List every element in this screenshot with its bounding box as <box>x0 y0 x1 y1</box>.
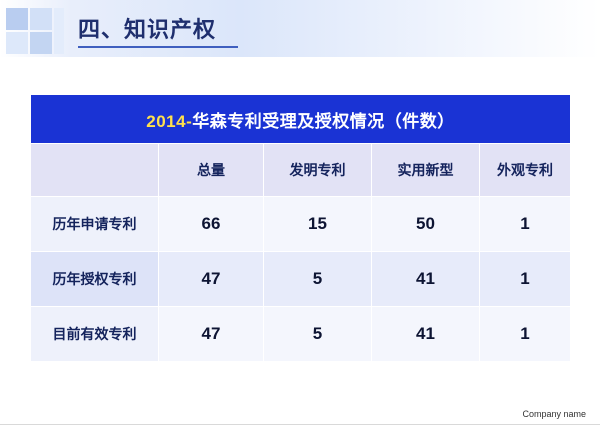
column-header-total: 总量 <box>158 143 264 197</box>
patent-table-container: 2014-华森专利受理及授权情况（件数） 总量 发明专利 实用新型 外观专利 历… <box>30 94 571 362</box>
column-header-invention: 发明专利 <box>263 143 372 197</box>
decoration-square-3 <box>6 32 28 54</box>
decoration-bar <box>54 8 64 54</box>
page-title: 四、知识产权 <box>78 17 217 42</box>
row-label-granted: 历年授权专利 <box>30 251 159 307</box>
cell-valid-utility: 41 <box>371 306 480 362</box>
table-title-rest: 华森专利受理及授权情况（件数） <box>192 111 455 131</box>
cell-applied-design: 1 <box>479 196 571 252</box>
table-title-year: 2014- <box>146 111 193 131</box>
row-label-applied: 历年申请专利 <box>30 196 159 252</box>
cell-valid-total: 47 <box>158 306 264 362</box>
table-header-row: 总量 发明专利 实用新型 外观专利 <box>30 143 571 197</box>
cell-granted-design: 1 <box>479 251 571 307</box>
footer-divider <box>0 424 600 425</box>
cell-granted-utility: 41 <box>371 251 480 307</box>
cell-applied-invention: 15 <box>263 196 372 252</box>
decoration-square-1 <box>6 8 28 30</box>
cell-valid-invention: 5 <box>263 306 372 362</box>
title-underline <box>78 46 238 48</box>
table-row: 历年申请专利 66 15 50 1 <box>30 196 571 252</box>
cell-granted-invention: 5 <box>263 251 372 307</box>
slide-header: 四、知识产权 <box>0 0 600 62</box>
cell-valid-design: 1 <box>479 306 571 362</box>
footer-company-name: Company name <box>522 409 586 419</box>
row-label-valid: 目前有效专利 <box>30 306 159 362</box>
column-header-utility: 实用新型 <box>371 143 480 197</box>
column-header-design: 外观专利 <box>479 143 571 197</box>
column-header-blank <box>30 143 159 197</box>
decoration-square-2 <box>30 8 52 30</box>
cell-applied-total: 66 <box>158 196 264 252</box>
patent-table: 2014-华森专利受理及授权情况（件数） 总量 发明专利 实用新型 外观专利 历… <box>30 94 571 362</box>
table-row: 历年授权专利 47 5 41 1 <box>30 251 571 307</box>
table-title: 2014-华森专利受理及授权情况（件数） <box>30 94 571 144</box>
header-divider <box>0 57 600 59</box>
cell-applied-utility: 50 <box>371 196 480 252</box>
table-title-row: 2014-华森专利受理及授权情况（件数） <box>30 94 571 144</box>
table-row: 目前有效专利 47 5 41 1 <box>30 306 571 362</box>
cell-granted-total: 47 <box>158 251 264 307</box>
decoration-square-4 <box>30 32 52 54</box>
